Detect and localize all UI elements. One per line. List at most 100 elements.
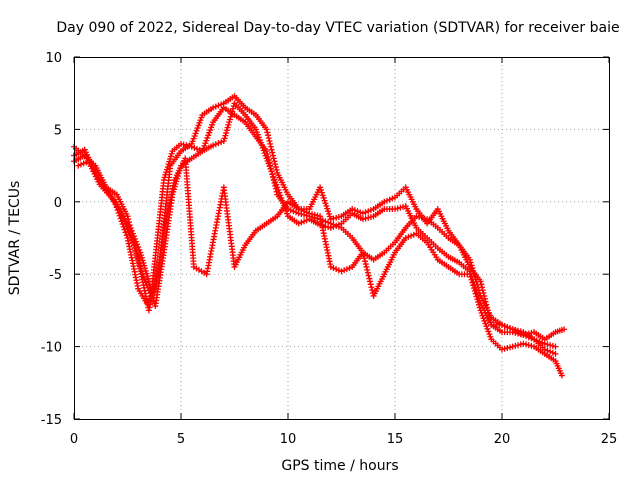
data-point bbox=[362, 209, 369, 216]
data-point bbox=[220, 137, 227, 144]
data-point bbox=[366, 275, 373, 282]
data-point bbox=[263, 148, 270, 155]
data-point bbox=[517, 341, 524, 348]
data-point bbox=[408, 232, 415, 239]
data-point bbox=[346, 265, 353, 272]
data-point bbox=[338, 268, 345, 275]
data-point bbox=[400, 203, 407, 210]
data-point bbox=[486, 316, 493, 323]
data-point bbox=[270, 152, 277, 159]
data-point bbox=[218, 101, 225, 108]
data-point bbox=[484, 304, 491, 311]
data-point bbox=[360, 252, 367, 259]
data-point bbox=[117, 215, 124, 222]
data-point bbox=[125, 216, 132, 223]
series-track-4 bbox=[71, 93, 568, 343]
data-point bbox=[523, 341, 530, 348]
data-point bbox=[225, 121, 232, 128]
data-point bbox=[271, 179, 278, 186]
data-point bbox=[317, 184, 324, 191]
data-point bbox=[466, 271, 473, 278]
data-point bbox=[361, 255, 368, 262]
data-point bbox=[270, 177, 277, 184]
data-point bbox=[322, 223, 329, 230]
data-point bbox=[397, 204, 404, 211]
data-point bbox=[135, 244, 142, 251]
data-point bbox=[80, 160, 87, 167]
data-point bbox=[218, 139, 225, 146]
data-point bbox=[475, 299, 482, 306]
data-point bbox=[552, 350, 559, 357]
y-tick-label: -15 bbox=[41, 413, 62, 428]
data-point bbox=[266, 137, 273, 144]
data-point bbox=[178, 140, 184, 147]
data-point bbox=[470, 282, 477, 289]
data-point bbox=[131, 242, 138, 249]
data-point bbox=[136, 246, 143, 253]
data-point bbox=[322, 200, 329, 207]
data-point bbox=[267, 143, 274, 150]
data-point bbox=[509, 343, 516, 350]
data-point bbox=[472, 290, 479, 297]
x-tick-label: 5 bbox=[177, 432, 185, 447]
data-point bbox=[528, 342, 535, 349]
data-point bbox=[210, 142, 217, 149]
data-point bbox=[325, 219, 332, 226]
data-point bbox=[268, 146, 275, 153]
data-point bbox=[330, 221, 337, 228]
data-point bbox=[145, 278, 152, 285]
plot-frame bbox=[74, 57, 610, 420]
data-point bbox=[116, 212, 123, 219]
data-point bbox=[341, 267, 348, 274]
data-point bbox=[367, 281, 374, 288]
data-point bbox=[335, 223, 342, 230]
data-point bbox=[223, 129, 230, 136]
data-point bbox=[77, 161, 84, 168]
data-point bbox=[215, 140, 222, 147]
data-point bbox=[120, 223, 127, 230]
data-point bbox=[119, 221, 126, 228]
data-point bbox=[226, 119, 233, 126]
data-point bbox=[128, 230, 135, 237]
data-point bbox=[499, 346, 505, 353]
data-point bbox=[367, 214, 374, 221]
data-point bbox=[272, 164, 279, 171]
data-point bbox=[501, 345, 508, 352]
data-point bbox=[471, 285, 478, 292]
data-point bbox=[478, 281, 485, 288]
data-point bbox=[477, 278, 484, 285]
data-point bbox=[298, 219, 305, 226]
data-point bbox=[273, 166, 280, 173]
data-point bbox=[547, 348, 554, 355]
data-point bbox=[365, 208, 372, 215]
data-point bbox=[114, 207, 121, 214]
data-point bbox=[273, 188, 280, 195]
data-point bbox=[369, 287, 376, 294]
data-point bbox=[485, 310, 492, 317]
data-point bbox=[265, 156, 272, 163]
data-point bbox=[507, 344, 514, 351]
data-point bbox=[290, 208, 297, 215]
data-point bbox=[549, 342, 556, 349]
data-point bbox=[330, 215, 337, 222]
y-tick-label: -5 bbox=[49, 268, 62, 283]
data-point bbox=[319, 192, 326, 199]
data-point bbox=[263, 126, 270, 133]
data-point bbox=[333, 222, 340, 229]
data-point bbox=[335, 267, 342, 274]
data-point bbox=[394, 205, 401, 212]
data-point bbox=[405, 233, 412, 240]
data-point bbox=[487, 318, 494, 325]
data-point bbox=[335, 214, 342, 221]
data-point bbox=[269, 171, 276, 178]
data-point bbox=[212, 141, 219, 148]
data-point bbox=[359, 216, 366, 223]
data-point bbox=[507, 325, 514, 332]
data-point bbox=[301, 218, 308, 225]
data-point bbox=[221, 135, 228, 142]
data-point bbox=[133, 248, 140, 255]
data-point bbox=[222, 132, 229, 139]
data-point bbox=[126, 221, 133, 228]
data-point bbox=[75, 162, 82, 169]
data-marks bbox=[71, 93, 568, 379]
